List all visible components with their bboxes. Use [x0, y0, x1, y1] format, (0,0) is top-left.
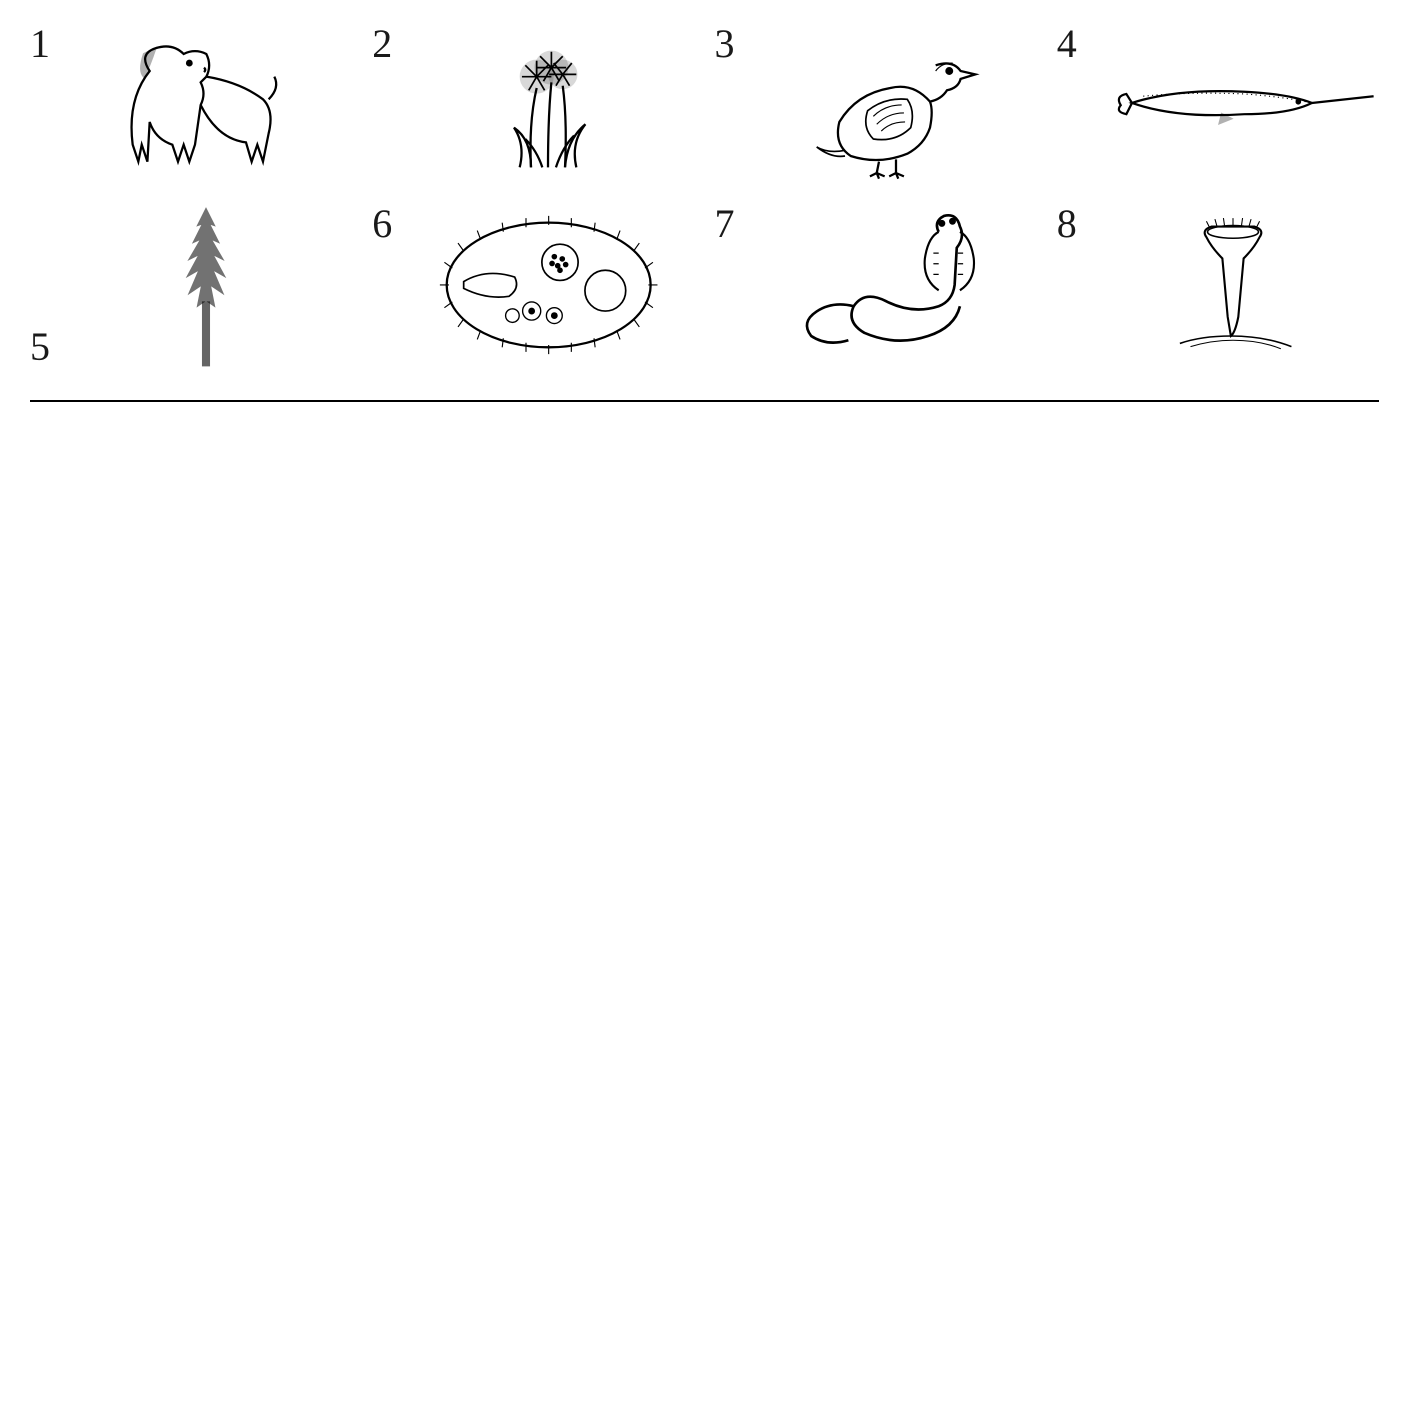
dog-icon [60, 20, 352, 190]
dandelion-icon [402, 20, 694, 190]
balantidium-icon [402, 200, 694, 370]
organism-number-8: 8 [1057, 200, 1077, 247]
organism-3: 3 [715, 20, 1037, 190]
organism-1: 1 [30, 20, 352, 190]
dichotomous-key [30, 400, 1379, 422]
organism-number-1: 1 [30, 20, 50, 67]
organism-8: 8 [1057, 200, 1379, 370]
organism-number-7: 7 [715, 200, 735, 247]
organism-2: 2 [372, 20, 694, 190]
organism-4: 4 [1057, 20, 1379, 190]
organism-number-4: 4 [1057, 20, 1077, 67]
organism-number-5: 5 [30, 323, 50, 370]
pine-tree-icon [60, 200, 352, 370]
organism-5: 5 [30, 200, 352, 370]
narwhal-icon [1087, 20, 1379, 190]
organism-6: 6 [372, 200, 694, 370]
organism-7: 7 [715, 200, 1037, 370]
organism-number-6: 6 [372, 200, 392, 247]
organism-number-3: 3 [715, 20, 735, 67]
organism-number-2: 2 [372, 20, 392, 67]
cobra-icon [745, 200, 1037, 370]
stentor-icon [1087, 200, 1379, 370]
bird-icon [745, 20, 1037, 190]
organisms-grid: 1 2 [30, 20, 1379, 370]
